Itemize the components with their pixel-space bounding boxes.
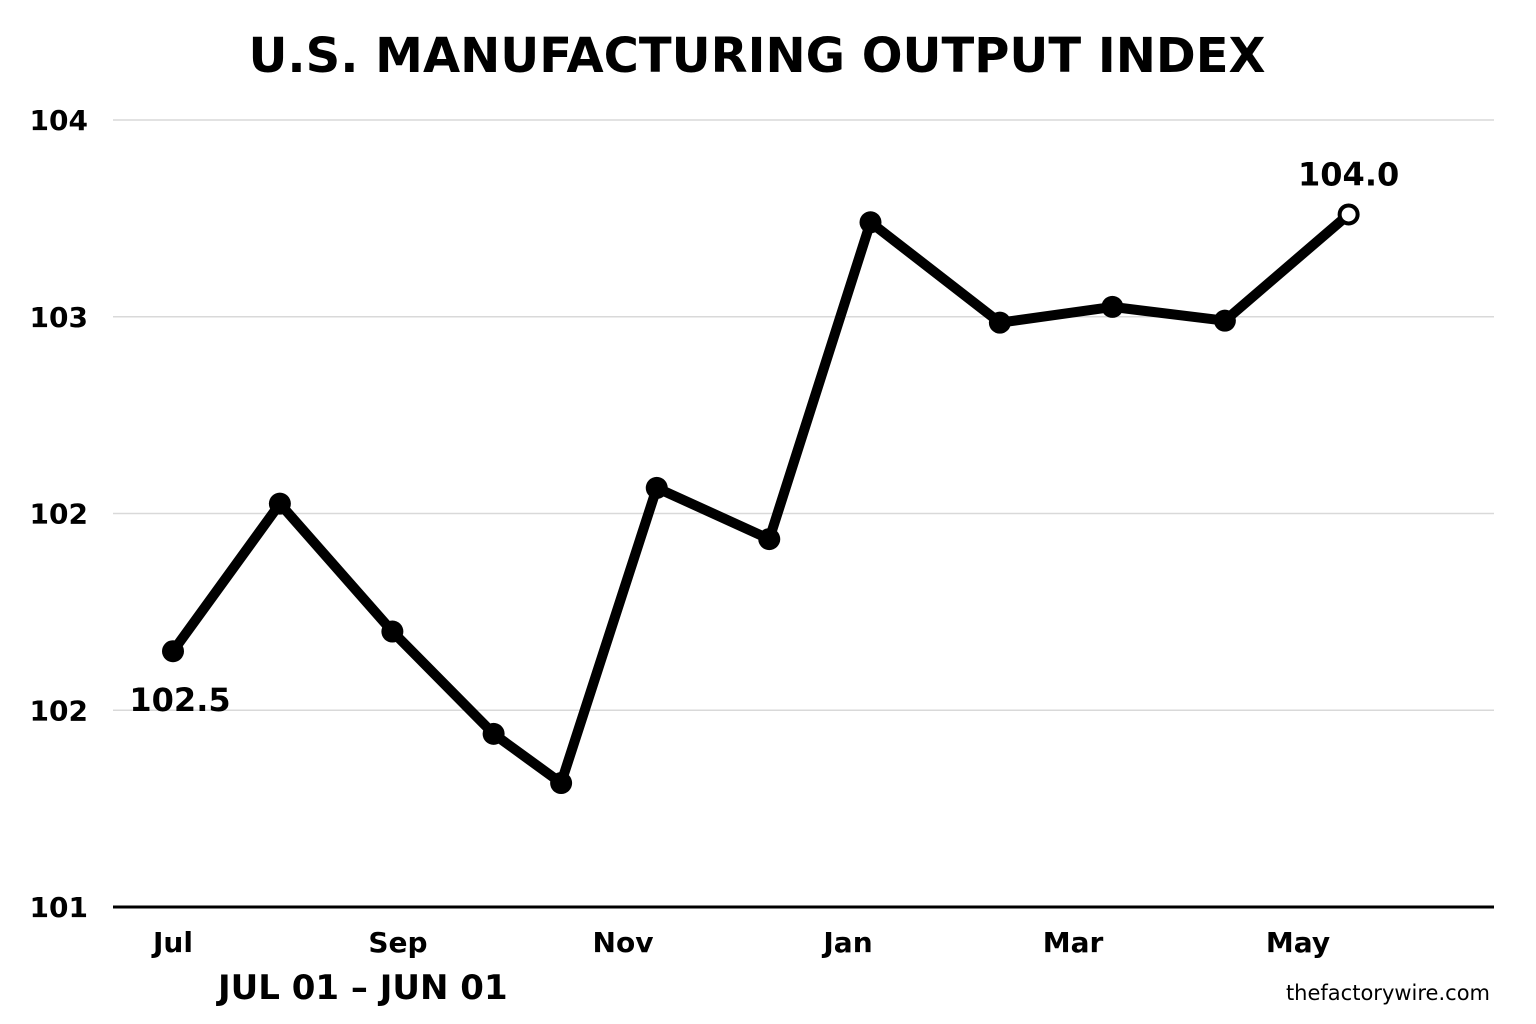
data-point [988, 311, 1011, 334]
y-axis-ticks: 101 102 102 103 104 [30, 104, 88, 924]
date-range-label: JUL 01 – JUN 01 [216, 968, 508, 1008]
gridlines [113, 119, 1494, 711]
y-tick-label: 103 [30, 301, 88, 334]
data-point [162, 640, 184, 663]
data-point [758, 528, 781, 551]
x-tick-label: Sep [368, 926, 427, 959]
x-tick-label: Mar [1043, 926, 1104, 959]
series-line [168, 209, 1354, 788]
data-point [859, 211, 882, 234]
data-point [1213, 309, 1236, 332]
y-tick-label: 102 [30, 694, 88, 727]
chart-title: U.S. MANUFACTURING OUTPUT INDEX [248, 28, 1265, 84]
x-tick-label: May [1266, 926, 1330, 959]
data-point-latest [1337, 203, 1360, 226]
x-tick-label: Jan [821, 926, 872, 959]
y-tick-label: 101 [30, 891, 88, 924]
data-point [645, 476, 668, 499]
data-point [482, 722, 505, 745]
data-points [162, 203, 1360, 795]
x-tick-label: Nov [593, 926, 654, 959]
data-point [381, 620, 404, 643]
y-tick-label: 104 [30, 104, 88, 137]
data-labels: 102.5 104.0 [129, 155, 1399, 719]
data-point [550, 772, 573, 795]
data-label: 104.0 [1298, 155, 1399, 193]
data-label: 102.5 [129, 681, 230, 719]
data-point [268, 492, 291, 515]
source-credit: thefactorywire.com [1286, 981, 1490, 1005]
x-axis-ticks: Jul Sep Nov Jan Mar May [151, 926, 1330, 959]
y-tick-label: 102 [30, 498, 88, 531]
data-point [1101, 295, 1124, 318]
x-tick-label: Jul [151, 926, 193, 959]
